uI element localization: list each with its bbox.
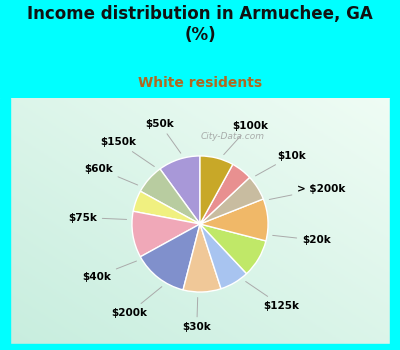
Wedge shape [133,191,200,224]
Text: $150k: $150k [100,137,154,167]
Wedge shape [200,199,268,241]
Text: $30k: $30k [182,298,211,332]
Wedge shape [200,177,263,224]
Text: $50k: $50k [146,119,181,153]
Wedge shape [200,224,246,289]
Text: Income distribution in Armuchee, GA
(%): Income distribution in Armuchee, GA (%) [27,5,373,44]
Text: White residents: White residents [138,76,262,90]
Wedge shape [200,224,266,274]
Text: $60k: $60k [84,163,138,185]
Text: $40k: $40k [82,261,136,282]
Text: $20k: $20k [273,235,331,245]
Wedge shape [140,224,200,290]
Bar [0,344,400,350]
Text: > $200k: > $200k [269,184,346,199]
Text: $125k: $125k [246,281,300,311]
Text: City-Data.com: City-Data.com [201,132,265,141]
Wedge shape [160,156,200,224]
Wedge shape [200,164,250,224]
Bar [390,98,400,350]
Text: $75k: $75k [68,212,126,223]
Wedge shape [200,156,233,224]
Bar [0,98,10,350]
Text: $100k: $100k [224,121,268,155]
Wedge shape [183,224,221,292]
Wedge shape [140,169,200,224]
Text: $10k: $10k [256,150,306,176]
Text: $200k: $200k [111,287,162,318]
Wedge shape [132,211,200,257]
